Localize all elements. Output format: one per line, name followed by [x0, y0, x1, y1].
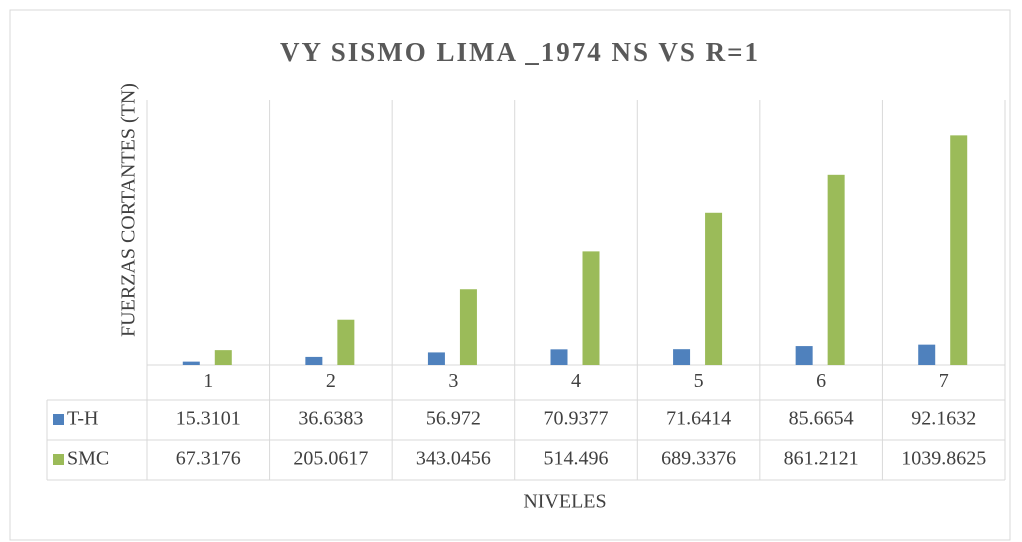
table-cell: 70.9377: [544, 408, 609, 430]
bar: [705, 212, 723, 365]
x-tick-label: 5: [694, 370, 704, 392]
table-cell: 92.1632: [911, 408, 976, 430]
table-cell: 85.6654: [789, 408, 854, 430]
bar: [337, 319, 355, 365]
chart-border: [9, 9, 1011, 541]
x-tick-label: 6: [816, 370, 826, 392]
table-cell: 36.6383: [298, 408, 363, 430]
bar: [795, 346, 813, 365]
table-cell: 56.972: [426, 408, 481, 430]
x-tick-label: 1: [203, 370, 213, 392]
legend-label: T-H: [67, 408, 98, 430]
x-tick-label: 7: [939, 370, 949, 392]
x-tick-label: 3: [448, 370, 458, 392]
table-cell: 343.0456: [416, 448, 491, 470]
table-cell: 1039.8625: [901, 448, 986, 470]
bar: [582, 251, 600, 365]
bar: [459, 289, 477, 365]
table-cell: 689.3376: [661, 448, 736, 470]
chart-title: VY SISMO LIMA _1974 NS VS R=1: [280, 37, 760, 67]
bar: [550, 349, 568, 365]
bar: [305, 356, 323, 365]
y-axis-title: FUERZAS CORTANTES (TN): [118, 83, 140, 337]
table-cell: 67.3176: [176, 448, 241, 470]
bar: [827, 174, 845, 365]
table-cell: 861.2121: [784, 448, 859, 470]
table-cell: 514.496: [544, 448, 609, 470]
table-cell: 15.3101: [176, 408, 241, 430]
legend-swatch: [53, 414, 64, 425]
table-cell: 205.0617: [293, 448, 368, 470]
bar: [950, 135, 968, 365]
bar: [673, 349, 691, 365]
x-tick-label: 4: [571, 370, 581, 392]
table-cell: 71.6414: [666, 408, 731, 430]
x-tick-label: 2: [326, 370, 336, 392]
bar: [214, 350, 232, 365]
legend-label: SMC: [67, 448, 109, 470]
x-axis-title: NIVELES: [523, 491, 606, 513]
bar: [182, 361, 200, 365]
legend-swatch: [53, 454, 64, 465]
bar: [918, 344, 936, 365]
bar: [427, 352, 445, 365]
